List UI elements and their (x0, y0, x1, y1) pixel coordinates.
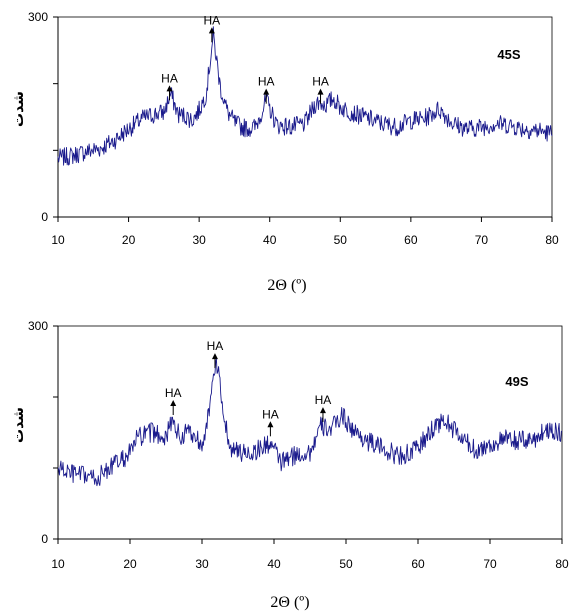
x-ticks: 10 20 30 40 50 60 70 80 (51, 217, 559, 247)
x-axis-label: 2Θ (º) (267, 277, 306, 294)
y-tick-label: 0 (41, 532, 48, 546)
peak-annotations: HA HA HA HA (161, 13, 329, 104)
arrow-head-icon (263, 88, 270, 95)
x-tick-label: 50 (334, 233, 348, 247)
peak-label: HA (161, 71, 178, 85)
y-ticks: 0 300 (28, 319, 58, 546)
x-ticks: 10 20 30 40 50 60 70 80 (51, 539, 569, 571)
peak-label: HA (315, 393, 332, 407)
x-tick-label: 20 (122, 233, 136, 247)
x-tick-label: 80 (545, 233, 559, 247)
y-axis-label: شدت (11, 91, 27, 127)
peak-annotation: HA (165, 386, 182, 415)
peak-label: HA (204, 13, 221, 27)
x-tick-label: 60 (404, 233, 418, 247)
x-tick-label: 20 (123, 557, 137, 571)
x-tick-label: 30 (192, 233, 206, 247)
sample-label: 45S (497, 47, 520, 62)
data-line (57, 358, 563, 487)
plot-frame (57, 325, 563, 540)
arrow-head-icon (208, 27, 215, 34)
x-tick-label: 10 (51, 233, 65, 247)
peak-label: HA (262, 407, 279, 421)
peak-label: HA (207, 339, 224, 353)
peak-annotation: HA (161, 71, 178, 101)
x-tick-label: 70 (475, 233, 489, 247)
y-axis-label: شدت (11, 407, 27, 443)
peak-annotation: HA (258, 75, 275, 104)
x-tick-label: 80 (555, 557, 569, 571)
peak-annotation: HA (315, 393, 332, 423)
peak-annotation: HA (262, 407, 279, 437)
x-tick-label: 40 (267, 557, 281, 571)
data-line (57, 26, 553, 166)
panel-45s: 10 20 30 40 50 60 70 80 0 300 HA HA HA HA 45S 2Θ (º… (11, 10, 559, 294)
x-tick-label: 30 (195, 557, 209, 571)
y-tick-label: 300 (28, 10, 48, 24)
x-tick-label: 50 (339, 557, 353, 571)
peak-annotation: HA (312, 75, 329, 104)
y-tick-label: 0 (41, 210, 48, 224)
arrow-head-icon (319, 407, 326, 414)
peak-annotation: HA (207, 339, 224, 369)
peak-annotations: HA HA HA HA (165, 339, 332, 437)
arrow-head-icon (211, 353, 218, 360)
x-tick-label: 60 (411, 557, 425, 571)
y-ticks: 0 300 (28, 10, 58, 224)
x-axis-label: 2Θ (º) (270, 594, 309, 611)
x-tick-label: 40 (263, 233, 277, 247)
arrow-head-icon (267, 421, 274, 428)
sample-label: 49S (505, 374, 528, 389)
peak-label: HA (312, 75, 329, 89)
peak-label: HA (258, 75, 275, 89)
peak-annotation: HA (204, 13, 221, 43)
arrow-head-icon (166, 85, 173, 92)
peak-label: HA (165, 386, 182, 400)
x-tick-label: 70 (483, 557, 497, 571)
arrow-head-icon (170, 400, 177, 406)
panel-49s: 10 20 30 40 50 60 70 80 0 300 HA HA HA HA 49S 2Θ (º… (11, 319, 569, 611)
y-tick-label: 300 (28, 319, 48, 333)
x-tick-label: 10 (51, 557, 65, 571)
arrow-head-icon (317, 88, 324, 95)
